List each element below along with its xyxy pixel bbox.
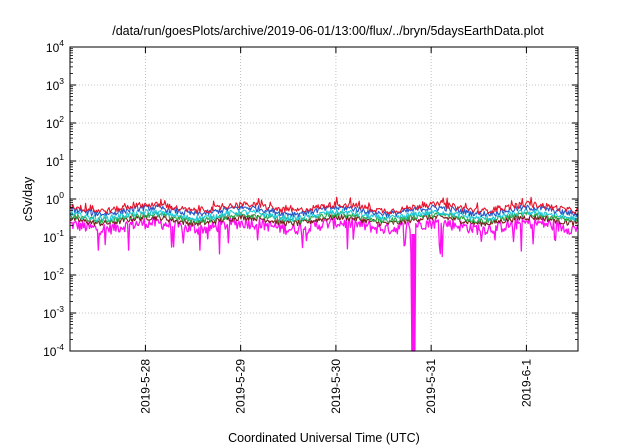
- series-dropout-mark: [411, 233, 416, 351]
- axis-ticks: [70, 46, 578, 352]
- x-axis-label: Coordinated Universal Time (UTC): [228, 431, 420, 445]
- y-tick-label: 102: [46, 114, 64, 131]
- y-tick-label: 104: [46, 38, 64, 55]
- y-axis-label: cSv/day: [21, 176, 35, 221]
- series-line: [69, 208, 579, 222]
- series-line: [69, 211, 579, 224]
- series-layer: [69, 196, 579, 352]
- y-tick-label: 10-2: [43, 266, 64, 283]
- grid: [70, 47, 578, 351]
- x-tick-labels: 2019-5-28 2019-5-29 2019-5-30 2019-5-31 2019…: [138, 359, 533, 414]
- plot-area-frame: [69, 46, 579, 352]
- y-tick-label: 100: [46, 190, 64, 207]
- y-tick-label: 101: [46, 152, 64, 169]
- x-tick-label: 2019-5-29: [234, 359, 248, 414]
- y-tick-label: 10-3: [43, 304, 64, 321]
- y-tick-label: 10-4: [43, 342, 64, 359]
- y-tick-label: 10-1: [43, 228, 64, 245]
- chart-title: /data/run/goesPlots/archive/2019-06-01/1…: [112, 24, 544, 38]
- y-tick-label: 103: [46, 76, 64, 93]
- series-line: [69, 196, 579, 215]
- x-tick-label: 2019-5-31: [424, 359, 438, 414]
- x-tick-label: 2019-5-30: [329, 359, 343, 414]
- x-tick-label: 2019-5-28: [138, 359, 152, 414]
- x-tick-label: 2019-6-1: [519, 359, 533, 407]
- y-tick-labels: 104 103 102 101 100 10-1 10-2 10-3 10-4: [43, 38, 64, 359]
- series-line: [69, 216, 579, 352]
